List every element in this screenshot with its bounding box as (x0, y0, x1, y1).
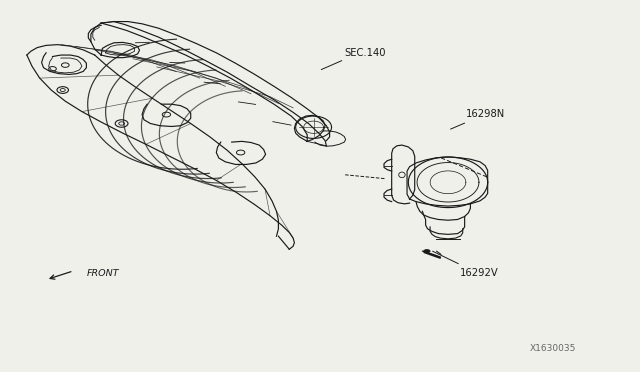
Text: FRONT: FRONT (86, 269, 119, 278)
Text: 16292V: 16292V (460, 268, 499, 278)
Text: X1630035: X1630035 (530, 344, 576, 353)
Text: SEC.140: SEC.140 (344, 48, 386, 58)
Text: 16298N: 16298N (466, 109, 505, 119)
Ellipse shape (424, 250, 430, 253)
